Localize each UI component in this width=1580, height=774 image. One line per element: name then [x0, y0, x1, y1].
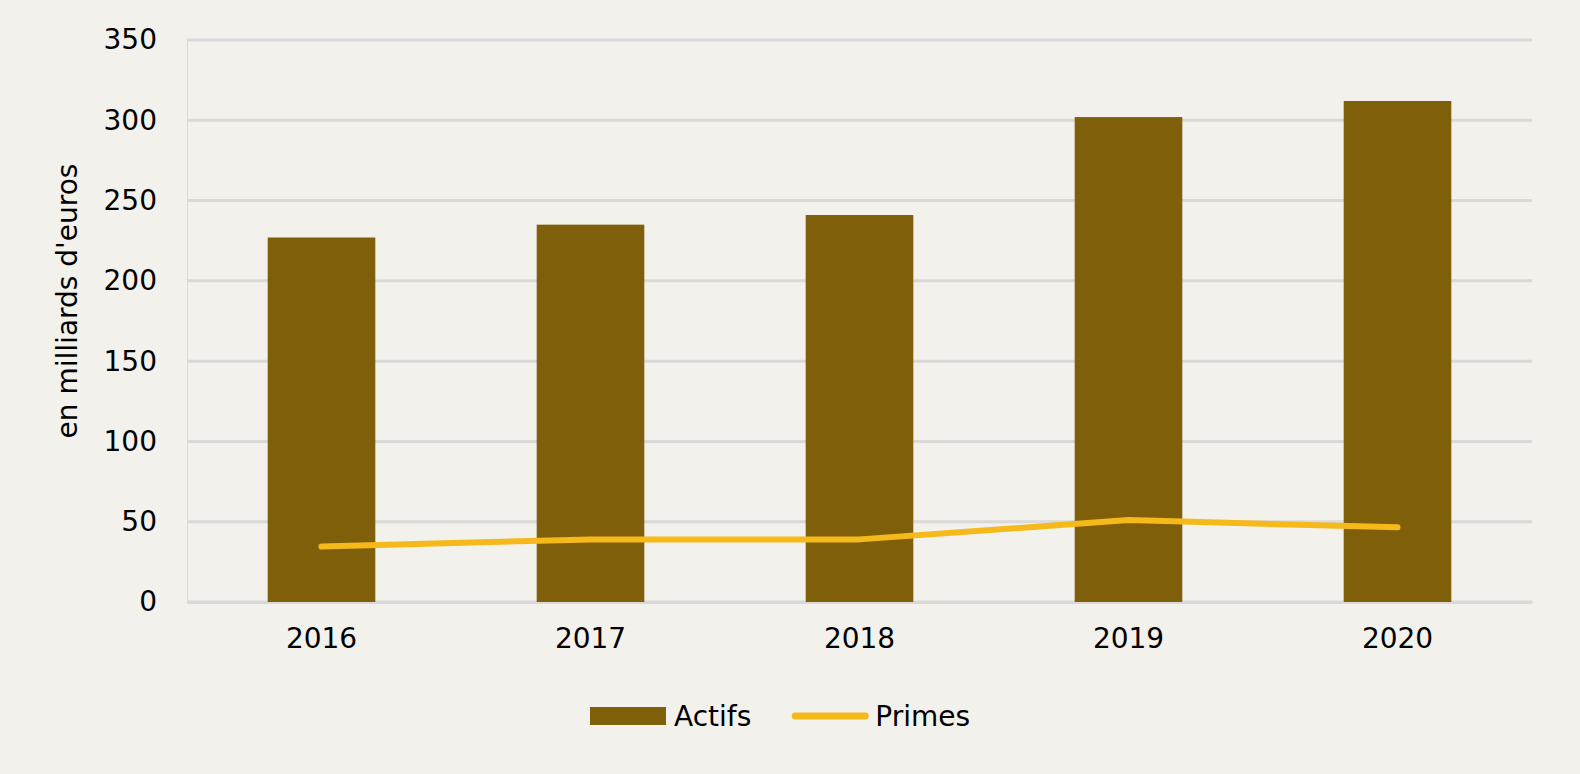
x-tick-label: 2020: [1362, 622, 1433, 655]
legend-item: Actifs: [590, 700, 751, 733]
bar: [1075, 117, 1183, 602]
marks: [268, 101, 1452, 602]
bar: [806, 215, 914, 602]
y-tick: 300: [104, 104, 187, 137]
grid-line: [187, 199, 1532, 202]
line: [322, 520, 1398, 546]
grid: [187, 40, 1532, 602]
x-tick-label: 2019: [1093, 622, 1164, 655]
y-axis-line: [187, 41, 188, 603]
x-axis: 2016 2017 2018 2019 2020: [188, 602, 1533, 655]
y-tick-label: 0: [139, 585, 157, 618]
y-tick: 0: [139, 585, 187, 618]
legend-label: Primes: [875, 700, 970, 733]
y-tick-label: 250: [104, 184, 157, 217]
legend-swatch: [590, 707, 666, 725]
plot-area: 0 50 100 150 200 250 300 350 2016 2017 2018 2019 202…: [104, 23, 1533, 654]
x-tick: 2017: [555, 602, 626, 655]
x-tick: 2019: [1093, 602, 1164, 655]
x-tick: 2016: [286, 602, 357, 655]
y-tick-label: 350: [104, 23, 157, 56]
y-tick: 100: [104, 425, 187, 458]
y-tick-label: 100: [104, 425, 157, 458]
bar-series: [268, 101, 1452, 602]
x-tick-label: 2016: [286, 622, 357, 655]
y-tick: 250: [104, 184, 187, 217]
grid-line: [187, 39, 1532, 42]
y-tick-label: 300: [104, 104, 157, 137]
grid-line: [187, 119, 1532, 122]
x-tick-label: 2018: [824, 622, 895, 655]
x-tick: 2018: [824, 602, 895, 655]
legend-label: Actifs: [674, 700, 751, 733]
y-tick-label: 150: [104, 345, 157, 378]
y-axis: 0 50 100 150 200 250 300 350: [104, 23, 188, 618]
y-axis-title: en milliards d'euros: [51, 164, 84, 439]
legend-swatch: [795, 713, 865, 720]
x-tick: 2020: [1362, 602, 1433, 655]
y-tick-label: 50: [121, 505, 157, 538]
y-tick-label: 200: [104, 264, 157, 297]
bar: [537, 225, 645, 602]
legend: Actifs Primes: [590, 700, 970, 733]
y-tick: 200: [104, 264, 187, 297]
y-tick: 50: [121, 505, 187, 538]
legend-item: Primes: [795, 700, 970, 733]
chart: 0 50 100 150 200 250 300 350 2016 2017 2018 2019 202…: [0, 0, 1580, 774]
y-tick: 150: [104, 345, 187, 378]
y-tick: 350: [104, 23, 187, 56]
x-tick-label: 2017: [555, 622, 626, 655]
